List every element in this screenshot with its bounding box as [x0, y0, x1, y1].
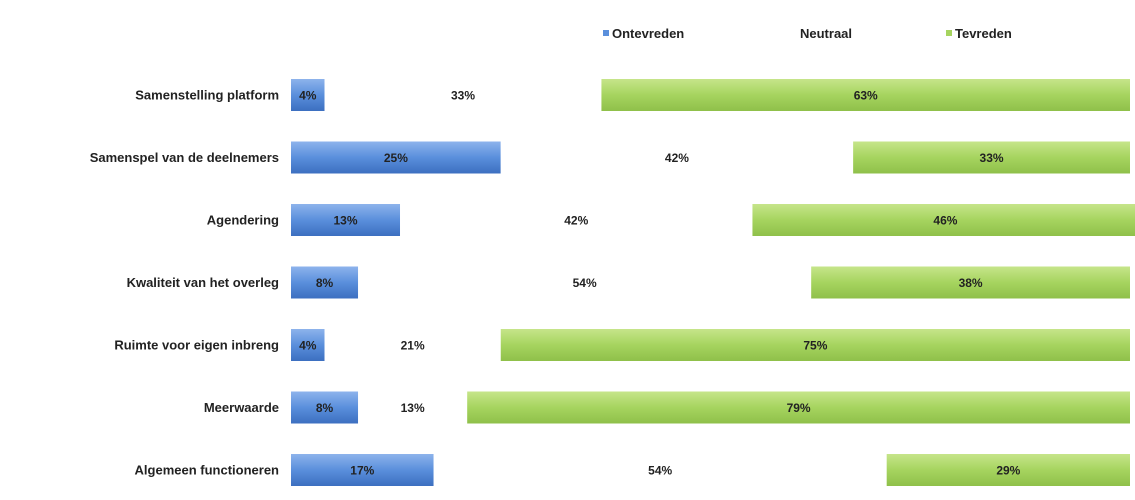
bar-row-samenspel-van-de-deelnemers: Samenspel van de deelnemers 25% 42% 33%: [90, 141, 1130, 174]
legend-item-ontevreden: Ontevreden: [603, 26, 684, 41]
bar-row-ruimte-voor-eigen-inbreng: Ruimte voor eigen inbreng 4% 21% 75%: [114, 329, 1130, 361]
bar-ontevreden: [291, 266, 359, 299]
data-label-ontevreden: 8%: [316, 276, 334, 290]
bar-tevreden: [601, 79, 1130, 111]
data-label-tevreden: 79%: [787, 401, 811, 415]
data-label-tevreden: 46%: [933, 214, 957, 228]
category-label: Algemeen functioneren: [135, 463, 280, 478]
legend-label: Ontevreden: [612, 26, 684, 41]
category-label: Samenspel van de deelnemers: [90, 150, 279, 165]
data-label-tevreden: 33%: [980, 151, 1004, 165]
data-label-tevreden: 75%: [803, 339, 827, 353]
data-label-neutraal: 54%: [648, 464, 672, 478]
bar-tevreden: [853, 141, 1130, 174]
bar-ontevreden: [291, 141, 501, 174]
data-label-neutraal: 13%: [401, 401, 425, 415]
bar-row-samenstelling-platform: Samenstelling platform 4% 33% 63%: [135, 79, 1130, 111]
category-label: Agendering: [207, 213, 279, 228]
bar-tevreden: [467, 391, 1130, 424]
bar-ontevreden: [291, 454, 434, 486]
bar-tevreden: [752, 204, 1135, 236]
data-label-neutraal: 42%: [564, 214, 588, 228]
data-label-ontevreden: 25%: [384, 151, 408, 165]
bar-neutraal: [324, 329, 501, 361]
data-label-neutraal: 54%: [573, 276, 597, 290]
bar-tevreden: [811, 266, 1130, 299]
data-label-tevreden: 29%: [996, 464, 1020, 478]
plot-area: Samenstelling platform 4% 33% 63% Samenspel …: [90, 79, 1135, 486]
legend-item-neutraal: Neutraal: [800, 26, 852, 41]
legend-label: Tevreden: [955, 26, 1012, 41]
bar-tevreden: [886, 454, 1130, 486]
bar-neutraal: [358, 266, 812, 299]
data-label-tevreden: 38%: [959, 276, 983, 290]
legend-label: Neutraal: [800, 26, 852, 41]
data-label-ontevreden: 4%: [299, 339, 317, 353]
data-label-neutraal: 33%: [451, 89, 475, 103]
category-label: Meerwaarde: [204, 400, 279, 415]
bar-neutraal: [324, 79, 602, 111]
data-label-tevreden: 63%: [854, 89, 878, 103]
data-label-ontevreden: 8%: [316, 401, 334, 415]
bar-ontevreden: [291, 204, 401, 236]
bar-row-kwaliteit-van-het-overleg: Kwaliteit van het overleg 8% 54% 38%: [127, 266, 1130, 299]
bar-ontevreden: [291, 391, 359, 424]
bar-neutraal: [500, 141, 854, 174]
bar-neutraal: [433, 454, 887, 486]
category-label: Ruimte voor eigen inbreng: [114, 338, 279, 353]
legend-item-tevreden: Tevreden: [946, 26, 1012, 41]
data-label-neutraal: 21%: [401, 339, 425, 353]
bar-tevreden: [500, 329, 1130, 361]
data-label-neutraal: 42%: [665, 151, 689, 165]
bar-ontevreden: [291, 79, 325, 111]
legend-swatch: [603, 30, 609, 36]
data-label-ontevreden: 17%: [350, 464, 374, 478]
data-label-ontevreden: 4%: [299, 89, 317, 103]
bar-neutraal: [400, 204, 753, 236]
bar-neutraal: [358, 391, 468, 424]
legend-swatch: [946, 30, 952, 36]
legend: Ontevreden Neutraal Tevreden: [603, 26, 1012, 41]
bar-ontevreden: [291, 329, 325, 361]
category-label: Samenstelling platform: [135, 88, 279, 103]
bar-row-agendering: Agendering 13% 42% 46%: [207, 204, 1135, 236]
category-label: Kwaliteit van het overleg: [127, 275, 279, 290]
data-label-ontevreden: 13%: [334, 214, 358, 228]
bar-row-algemeen-functioneren: Algemeen functioneren 17% 54% 29%: [135, 454, 1130, 486]
bar-row-meerwaarde: Meerwaarde 8% 13% 79%: [204, 391, 1130, 424]
